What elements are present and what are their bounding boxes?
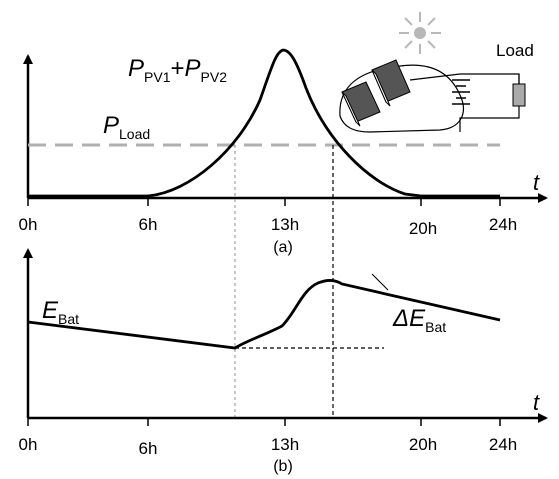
pv-system-inset: Load	[339, 12, 534, 133]
panel-a-tick-label: 20h	[409, 219, 437, 238]
panel-b-tick-label: 0h	[19, 435, 38, 454]
panel-a-tick-label: 24h	[489, 215, 517, 234]
pv-panel-1-icon	[341, 81, 381, 127]
pv-sum-label: PPV1+PPV2	[128, 55, 227, 85]
panel-a-caption: (a)	[273, 239, 293, 256]
panel-a-tick-label: 13h	[271, 215, 299, 234]
load-label: PLoad	[103, 112, 150, 142]
load-resistor-icon	[512, 83, 526, 107]
panel-b-ticks	[27, 418, 501, 426]
panel-a-axis-variable: t	[533, 170, 540, 195]
pv-power-curve	[28, 48, 500, 198]
panel-b-axis-variable: t	[533, 390, 540, 415]
battery-energy-label: EBat	[42, 297, 79, 327]
panel-b-tick-label: 6h	[139, 439, 158, 458]
panel-a-ticks	[27, 198, 501, 206]
inset-wiring	[409, 73, 520, 132]
panel-b: EBat ΔEBat t 0h 6h 13h 20h 24h (b)	[19, 248, 548, 475]
inset-load-label: Load	[496, 41, 534, 60]
sun-icon	[399, 12, 441, 54]
delta-battery-label: ΔEBat	[392, 305, 446, 335]
inset-enclosure	[339, 64, 464, 133]
panel-b-tick-label: 13h	[271, 435, 299, 454]
panel-b-tick-label: 24h	[489, 435, 517, 454]
panel-b-tick-label: 20h	[409, 435, 437, 454]
panel-b-caption: (b)	[273, 458, 293, 475]
battery-energy-curve	[27, 279, 501, 350]
panel-a-tick-label: 6h	[139, 215, 158, 234]
panel-a: PPV1+PPV2 PLoad t 0h 6h 13h 20h 24h (a)	[19, 48, 548, 418]
panel-a-tick-label: 0h	[19, 215, 38, 234]
battery-icon	[452, 79, 470, 105]
pv-panel-2-icon	[371, 59, 411, 107]
delta-marker	[371, 273, 389, 291]
